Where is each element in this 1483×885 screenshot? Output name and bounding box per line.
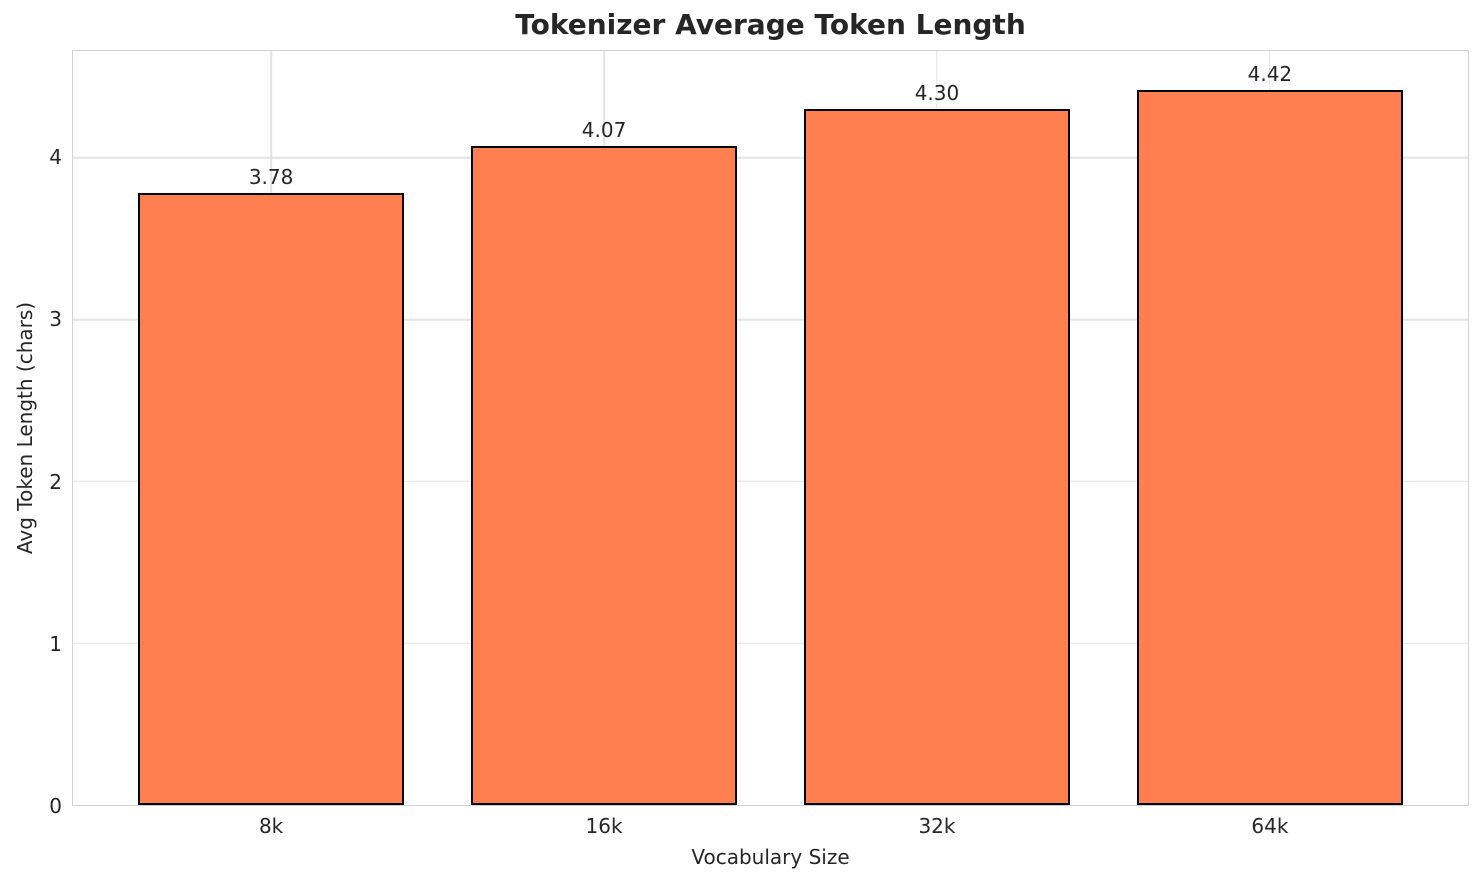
y-axis-tick-labels: 0 1 2 3 4 bbox=[0, 50, 62, 818]
x-tick-label: 32k bbox=[918, 814, 956, 838]
y-tick-label: 2 bbox=[49, 469, 62, 494]
bar-16k bbox=[470, 146, 738, 805]
y-tick-label: 0 bbox=[49, 794, 62, 818]
y-tick-label: 1 bbox=[49, 631, 62, 656]
x-tick-label: 16k bbox=[585, 814, 623, 838]
bar-64k bbox=[1136, 89, 1404, 805]
y-axis-label: Avg Token Length (chars) bbox=[13, 301, 37, 555]
x-tick-label: 64k bbox=[1251, 814, 1289, 838]
horizontal-gridline bbox=[73, 642, 1468, 644]
bar-value-label: 4.42 bbox=[1247, 61, 1293, 86]
bar-8k bbox=[137, 193, 405, 805]
plot-area: 3.78 8k 4.07 16k 4.30 32k 4.42 64k bbox=[72, 50, 1469, 838]
bar-value-label: 3.78 bbox=[248, 165, 294, 190]
horizontal-gridline bbox=[73, 318, 1468, 321]
horizontal-gridline bbox=[73, 157, 1468, 159]
horizontal-gridline bbox=[73, 480, 1468, 483]
chart-title: Tokenizer Average Token Length bbox=[515, 8, 1026, 41]
y-tick-label: 3 bbox=[49, 307, 62, 332]
x-axis-label: Vocabulary Size bbox=[691, 845, 850, 869]
y-tick-label: 4 bbox=[49, 145, 62, 170]
x-tick-label: 8k bbox=[258, 814, 284, 838]
bar-32k bbox=[803, 109, 1071, 805]
bar-value-label: 4.07 bbox=[581, 118, 627, 143]
bar-value-label: 4.30 bbox=[914, 81, 960, 106]
